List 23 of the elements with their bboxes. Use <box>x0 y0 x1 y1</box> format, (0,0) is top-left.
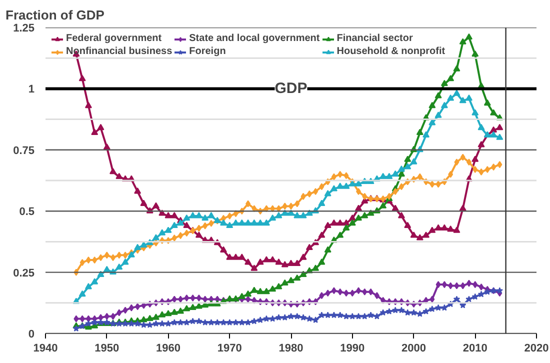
y-tick-label: 0 <box>28 328 35 340</box>
x-tick-label: 2010 <box>462 342 488 354</box>
x-tick-label: 2020 <box>524 342 549 354</box>
legend-label: Household & nonprofit <box>336 46 446 57</box>
x-tick-label: 1970 <box>217 342 242 354</box>
x-tick-label: 1960 <box>156 342 180 354</box>
ref-line-label: GDP <box>274 80 308 98</box>
y-tick-label: 0.75 <box>13 144 35 157</box>
y-tick-label: 0.5 <box>19 206 35 218</box>
y-tick-label: 1.25 <box>13 22 35 34</box>
legend-label: Financial sector <box>336 33 413 44</box>
legend-label: Federal government <box>66 33 162 44</box>
legend-label: Foreign <box>189 46 226 57</box>
x-tick-label: 1940 <box>33 342 58 354</box>
x-tick-label: 1980 <box>278 342 304 354</box>
x-tick-label: 2000 <box>402 342 426 354</box>
legend-label: Nonfinancial business <box>66 46 172 57</box>
x-tick-label: 1990 <box>340 342 365 354</box>
y-axis-title: Fraction of GDP <box>6 8 105 22</box>
legend-label: State and local government <box>189 33 320 44</box>
x-tick-label: 1950 <box>94 342 120 354</box>
y-tick-label: 0.25 <box>13 267 35 280</box>
y-tick-label: 1 <box>28 84 35 96</box>
